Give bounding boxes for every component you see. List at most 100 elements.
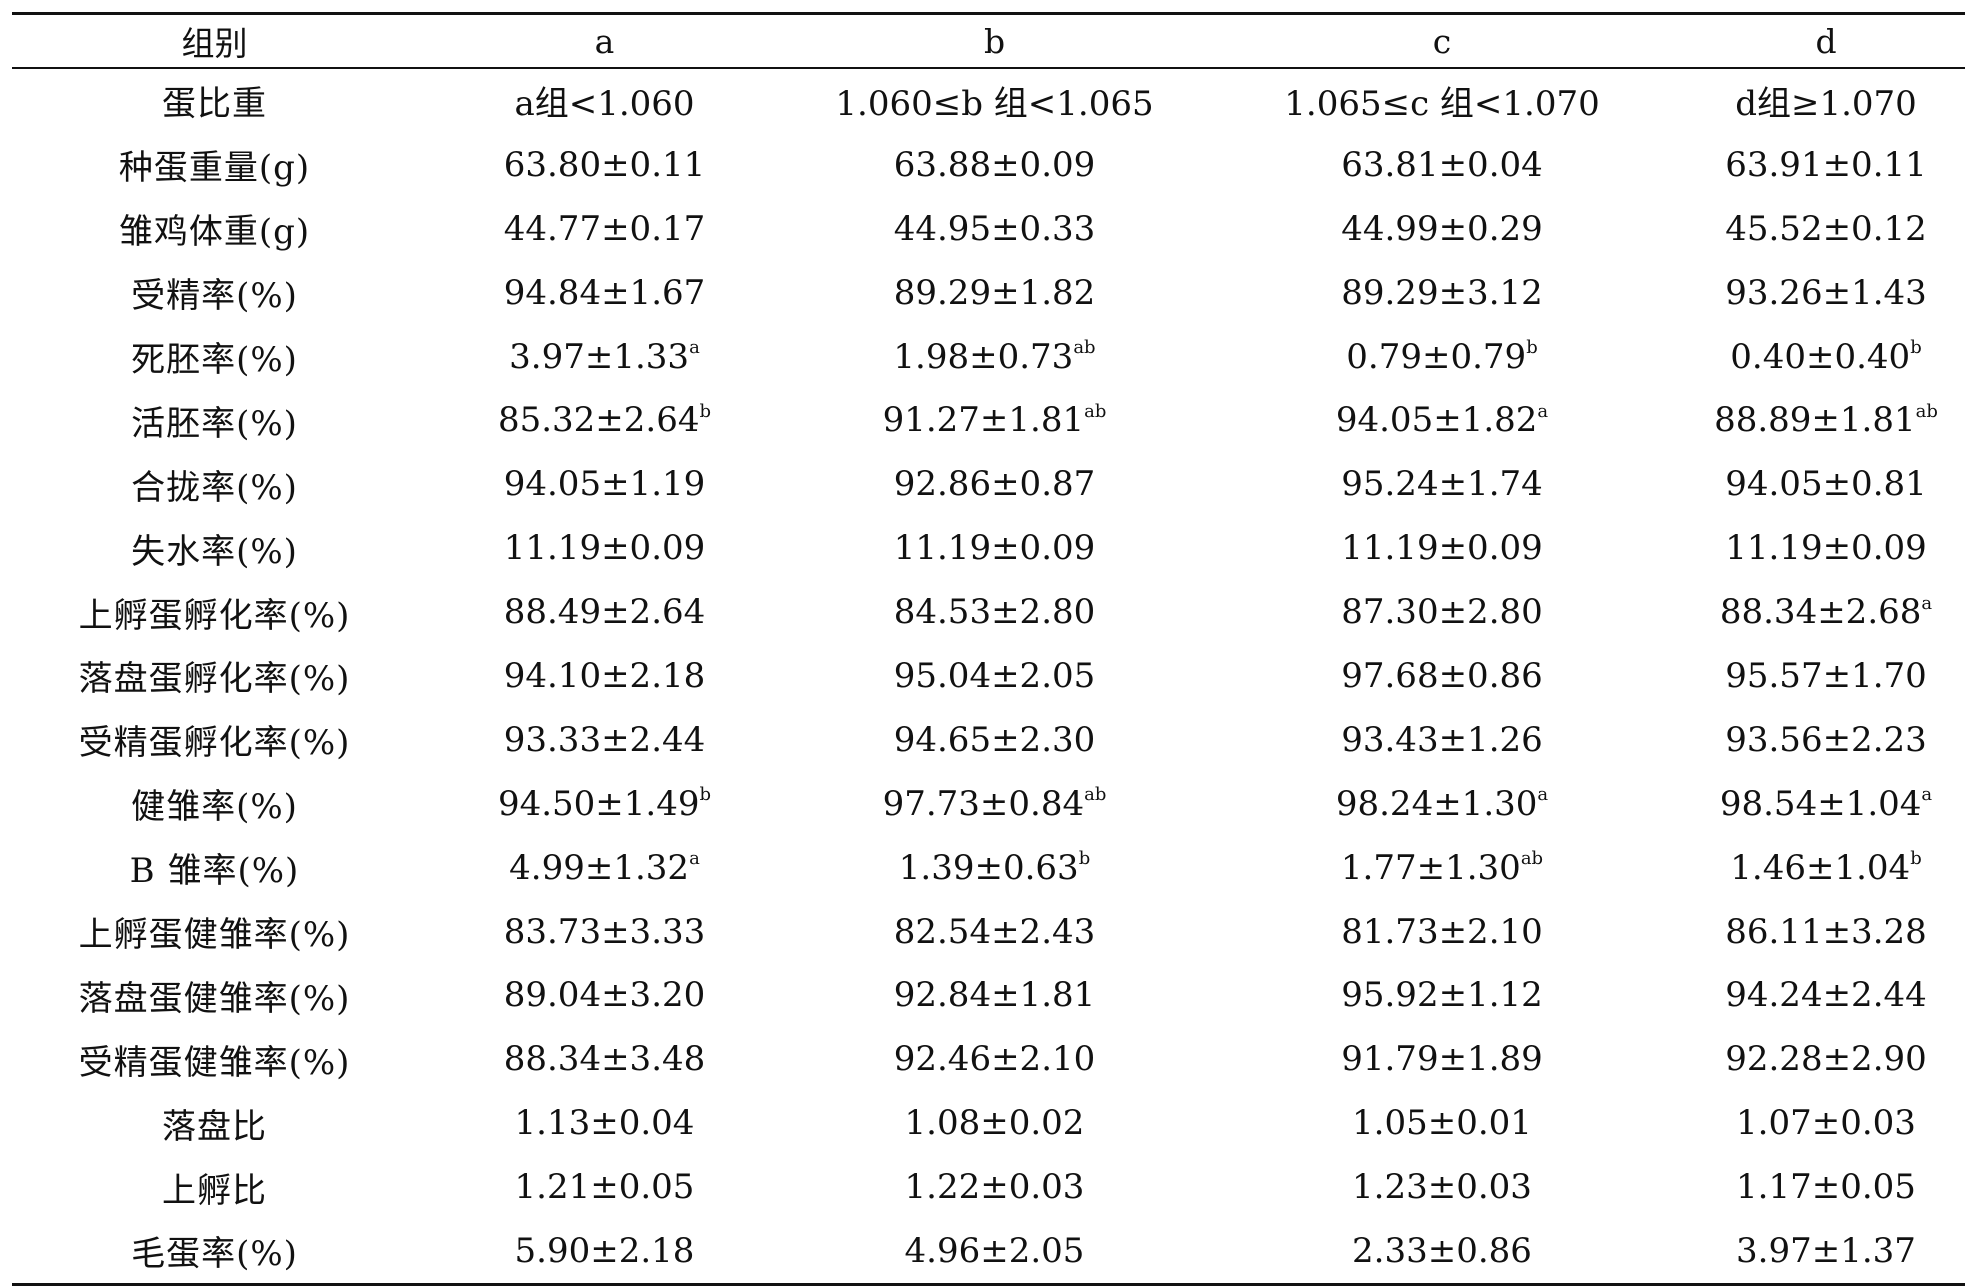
cell-b: 94.65±2.30 (792, 708, 1197, 772)
cell-b: 1.22±0.03 (792, 1155, 1197, 1219)
cell-d: 88.34±2.68a (1687, 580, 1965, 644)
table-row: B 雏率(%) 4.99±1.32a 1.39±0.63b 1.77±1.30ab 1.… (12, 836, 1965, 900)
cell-b: 63.88±0.09 (792, 133, 1197, 197)
cell-c: 1.77±1.30ab (1197, 836, 1687, 900)
cell-value: 1.065≤c 组<1.070 (1284, 84, 1600, 125)
cell-a: 94.84±1.67 (417, 261, 792, 325)
table-header: 组别 a b c d (12, 13, 1965, 69)
cell-value: 63.91±0.11 (1725, 144, 1927, 185)
cell-c: 11.19±0.09 (1197, 516, 1687, 580)
cell-value: 1.22±0.03 (904, 1167, 1085, 1208)
cell-d: 86.11±3.28 (1687, 900, 1965, 964)
cell-d: 94.24±2.44 (1687, 963, 1965, 1027)
cell-value: 94.24±2.44 (1725, 975, 1927, 1016)
significance-mark: ab (1084, 784, 1107, 806)
significance-mark: b (1910, 848, 1922, 870)
cell-d: 1.07±0.03 (1687, 1091, 1965, 1155)
cell-c: 95.24±1.74 (1197, 452, 1687, 516)
significance-mark: b (1910, 337, 1922, 359)
cell-value: 0.79±0.79 (1346, 336, 1527, 377)
cell-value: 94.05±1.19 (503, 464, 706, 505)
table-row: 种蛋重量(g) 63.80±0.11 63.88±0.09 63.81±0.04 63.… (12, 133, 1965, 197)
cell-value: 92.28±2.90 (1725, 1039, 1927, 1080)
cell-value: 2.33±0.86 (1352, 1230, 1532, 1271)
cell-value: 87.30±2.80 (1341, 592, 1543, 633)
cell-b: 89.29±1.82 (792, 261, 1197, 325)
row-label: 死胚率(%) (131, 340, 298, 380)
significance-mark: a (689, 337, 700, 359)
cell-value: 95.24±1.74 (1341, 464, 1543, 505)
header-a: a (417, 13, 792, 69)
table-row: 上孵蛋健雏率(%) 83.73±3.33 82.54±2.43 81.73±2.10 8… (12, 900, 1965, 964)
cell-value: 1.77±1.30 (1340, 847, 1521, 888)
cell-value: 89.29±3.12 (1341, 272, 1543, 313)
cell-a: 3.97±1.33a (417, 325, 792, 389)
cell-value: 88.34±2.68 (1719, 592, 1922, 633)
cell-value: 44.95±0.33 (893, 208, 1096, 249)
cell-c: 0.79±0.79b (1197, 325, 1687, 389)
header-c: c (1197, 13, 1687, 69)
row-label: 上孵蛋孵化率(%) (78, 595, 351, 636)
table-row: 健雏率(%) 94.50±1.49b 97.73±0.84ab 98.24±1.30a… (12, 772, 1965, 836)
significance-mark: ab (1084, 401, 1107, 423)
significance-mark: b (699, 784, 712, 806)
row-label: 合拢率(%) (131, 467, 298, 508)
cell-d: 92.28±2.90 (1687, 1027, 1965, 1091)
cell-b: 11.19±0.09 (792, 516, 1197, 580)
cell-c: 91.79±1.89 (1197, 1027, 1687, 1091)
cell-a: 4.99±1.32a (417, 836, 792, 900)
cell-d: 45.52±0.12 (1687, 197, 1965, 261)
significance-mark: ab (1073, 337, 1096, 359)
significance-mark: a (689, 848, 700, 870)
cell-value: 97.68±0.86 (1341, 655, 1543, 696)
cell-b: 92.86±0.87 (792, 452, 1197, 516)
cell-value: 94.50±1.49 (497, 783, 700, 824)
cell-b: 82.54±2.43 (792, 900, 1197, 964)
cell-value: 81.73±2.10 (1341, 911, 1543, 952)
significance-mark: ab (1915, 401, 1938, 423)
cell-value: 93.43±1.26 (1341, 719, 1543, 760)
table-body: 蛋比重 a组<1.060 1.060≤b 组<1.065 1.065≤c 组<1.07… (12, 68, 1965, 1284)
table-row: 上孵比 1.21±0.05 1.22±0.03 1.23±0.03 1.17±0.05 (12, 1155, 1965, 1219)
cell-c: 94.05±1.82a (1197, 388, 1687, 452)
cell-value: 93.56±2.23 (1725, 719, 1927, 760)
cell-value: 1.05±0.01 (1352, 1103, 1532, 1144)
cell-value: 94.10±2.18 (503, 655, 706, 696)
row-label: 健雏率(%) (131, 787, 298, 828)
cell-d: 1.17±0.05 (1687, 1155, 1965, 1219)
cell-a: 94.50±1.49b (417, 772, 792, 836)
row-label: 蛋比重 (162, 84, 267, 125)
table-row: 活胚率(%) 85.32±2.64b 91.27±1.81ab 94.05±1.82a… (12, 388, 1965, 452)
cell-a: 88.49±2.64 (417, 580, 792, 644)
cell-value: 95.92±1.12 (1341, 975, 1543, 1016)
cell-value: 11.19±0.09 (1341, 528, 1543, 569)
cell-value: 98.24±1.30 (1335, 783, 1538, 824)
cell-a: 1.13±0.04 (417, 1091, 792, 1155)
table-row: 上孵蛋孵化率(%) 88.49±2.64 84.53±2.80 87.30±2.80 8… (12, 580, 1965, 644)
significance-mark: a (1537, 401, 1549, 423)
cell-value: 1.060≤b 组<1.065 (835, 84, 1154, 125)
cell-value: d组≥1.070 (1735, 84, 1917, 125)
cell-a: 1.21±0.05 (417, 1155, 792, 1219)
cell-value: 93.26±1.43 (1725, 272, 1927, 313)
row-label: 上孵比 (162, 1170, 267, 1211)
cell-value: 89.29±1.82 (893, 272, 1096, 313)
row-label: 种蛋重量(g) (118, 148, 311, 189)
cell-value: 11.19±0.09 (503, 528, 706, 569)
cell-a: 93.33±2.44 (417, 708, 792, 772)
row-label: 落盘比 (162, 1106, 267, 1147)
significance-mark: a (1921, 592, 1933, 614)
header-d: d (1687, 13, 1965, 69)
row-label: 失水率(%) (131, 531, 298, 572)
cell-a: 83.73±3.33 (417, 900, 792, 964)
cell-value: 45.52±0.12 (1725, 208, 1927, 249)
cell-value: 1.13±0.04 (514, 1103, 695, 1144)
cell-a: 94.05±1.19 (417, 452, 792, 516)
table-row: 受精蛋健雏率(%) 88.34±3.48 92.46±2.10 91.79±1.89 9… (12, 1027, 1965, 1091)
data-table: 组别 a b c d 蛋比重 a组<1.060 1.060≤b 组<1.065 1.0… (12, 12, 1965, 1286)
cell-d: 1.46±1.04b (1687, 836, 1965, 900)
cell-a: 44.77±0.17 (417, 197, 792, 261)
cell-value: 11.19±0.09 (1725, 528, 1927, 569)
cell-value: 94.65±2.30 (893, 719, 1096, 760)
cell-value: 1.23±0.03 (1352, 1167, 1532, 1208)
